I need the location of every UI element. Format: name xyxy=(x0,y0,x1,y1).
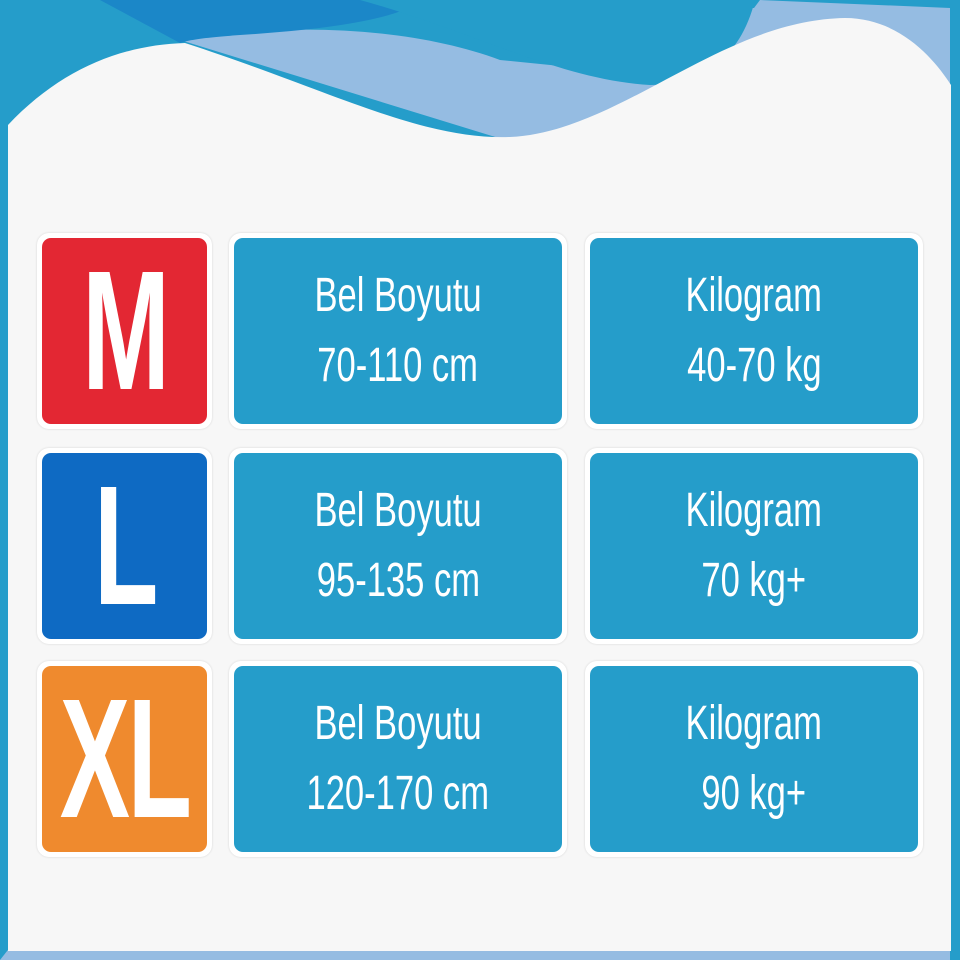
size-badge: XL xyxy=(37,661,212,857)
size-label: L xyxy=(93,451,158,641)
weight-value: 70 kg+ xyxy=(701,554,807,607)
size-badge: M xyxy=(37,233,212,429)
size-row-xl: XL Bel Boyutu 120-170 cm Kilogram 90 kg+ xyxy=(0,661,960,859)
waist-value: 70-110 cm xyxy=(317,339,479,392)
waist-box: Bel Boyutu 95-135 cm xyxy=(229,448,567,644)
waist-box: Bel Boyutu 70-110 cm xyxy=(229,233,567,429)
weight-value: 40-70 kg xyxy=(686,339,822,392)
size-badge: L xyxy=(37,448,212,644)
size-label: XL xyxy=(59,664,192,854)
weight-box: Kilogram 90 kg+ xyxy=(585,661,923,857)
size-row-m: M Bel Boyutu 70-110 cm Kilogram 40-70 kg xyxy=(0,233,960,431)
weight-label: Kilogram xyxy=(685,697,823,750)
waist-label: Bel Boyutu xyxy=(314,484,482,537)
waist-box: Bel Boyutu 120-170 cm xyxy=(229,661,567,857)
weight-label: Kilogram xyxy=(685,269,823,322)
size-row-l: L Bel Boyutu 95-135 cm Kilogram 70 kg+ xyxy=(0,448,960,646)
weight-box: Kilogram 70 kg+ xyxy=(585,448,923,644)
waist-label: Bel Boyutu xyxy=(314,697,482,750)
weight-label: Kilogram xyxy=(685,484,823,537)
waist-value: 95-135 cm xyxy=(316,554,480,607)
weight-box: Kilogram 40-70 kg xyxy=(585,233,923,429)
size-label: M xyxy=(81,236,170,426)
waist-label: Bel Boyutu xyxy=(314,269,482,322)
waist-value: 120-170 cm xyxy=(306,767,490,820)
weight-value: 90 kg+ xyxy=(701,767,807,820)
